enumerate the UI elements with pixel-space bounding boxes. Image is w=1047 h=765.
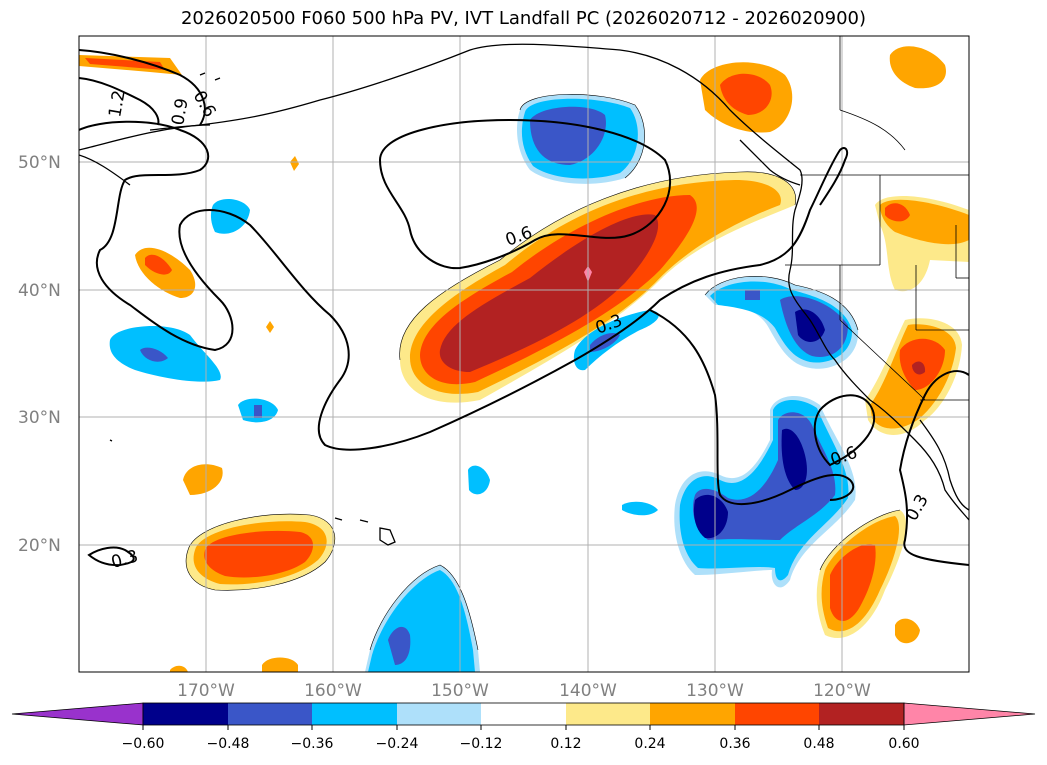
colorbar-tick: 0.12 [550, 736, 581, 752]
lat-label: 20°N [18, 536, 61, 556]
colorbar-bin [228, 703, 312, 725]
lon-label: 150°W [431, 681, 489, 701]
colorbar-tick: 0.60 [888, 736, 919, 752]
colorbar-tick: 0.36 [719, 736, 750, 752]
colorbar-bin [312, 703, 397, 725]
lon-label: 170°W [177, 681, 235, 701]
coastlines [79, 43, 969, 546]
colorbar-tick: 0.48 [803, 736, 834, 752]
colorbar-bin [481, 703, 566, 725]
longitude-labels: 170°W 160°W 150°W 140°W 130°W 120°W [177, 681, 871, 701]
colorbar-tick: −0.48 [207, 736, 250, 752]
map-panel: 1.2 0.9 0.6 0.6 0.3 0.6 0.3 0.3 [79, 36, 969, 672]
lon-label: 160°W [304, 681, 362, 701]
latitude-labels: 50°N 40°N 30°N 20°N [18, 153, 61, 556]
lon-label: 140°W [559, 681, 617, 701]
lat-label: 30°N [18, 408, 61, 428]
colorbar-bin [650, 703, 735, 725]
lon-label: 130°W [686, 681, 744, 701]
colorbar-bin [819, 703, 904, 725]
map-frame [78, 35, 970, 673]
colorbar-bin [397, 703, 481, 725]
colorbar-tick: 0.24 [634, 736, 665, 752]
colorbar-extend-low [11, 702, 144, 726]
colorbar-bin [143, 703, 228, 725]
colorbar: −0.60 −0.48 −0.36 −0.24 −0.12 0.12 0.24 … [11, 702, 1036, 752]
colorbar-extend-high [903, 702, 1036, 726]
state-borders [785, 36, 969, 401]
pv-contours [79, 49, 969, 567]
contour-label: 0.9 [168, 97, 192, 127]
colorbar-tick: −0.36 [291, 736, 334, 752]
lat-label: 50°N [18, 153, 61, 173]
colorbar-tick: −0.12 [460, 736, 503, 752]
colorbar-bin [566, 703, 650, 725]
lat-label: 40°N [18, 281, 61, 301]
colorbar-tick: −0.24 [376, 736, 419, 752]
colorbar-tick: −0.60 [122, 736, 165, 752]
map-title: 2026020500 F060 500 hPa PV, IVT Landfall… [180, 8, 867, 29]
lon-label: 120°W [813, 681, 871, 701]
graticule [79, 36, 969, 672]
pc-shading [79, 46, 969, 672]
colorbar-bin [735, 703, 819, 725]
contour-label: 1.2 [105, 89, 129, 119]
